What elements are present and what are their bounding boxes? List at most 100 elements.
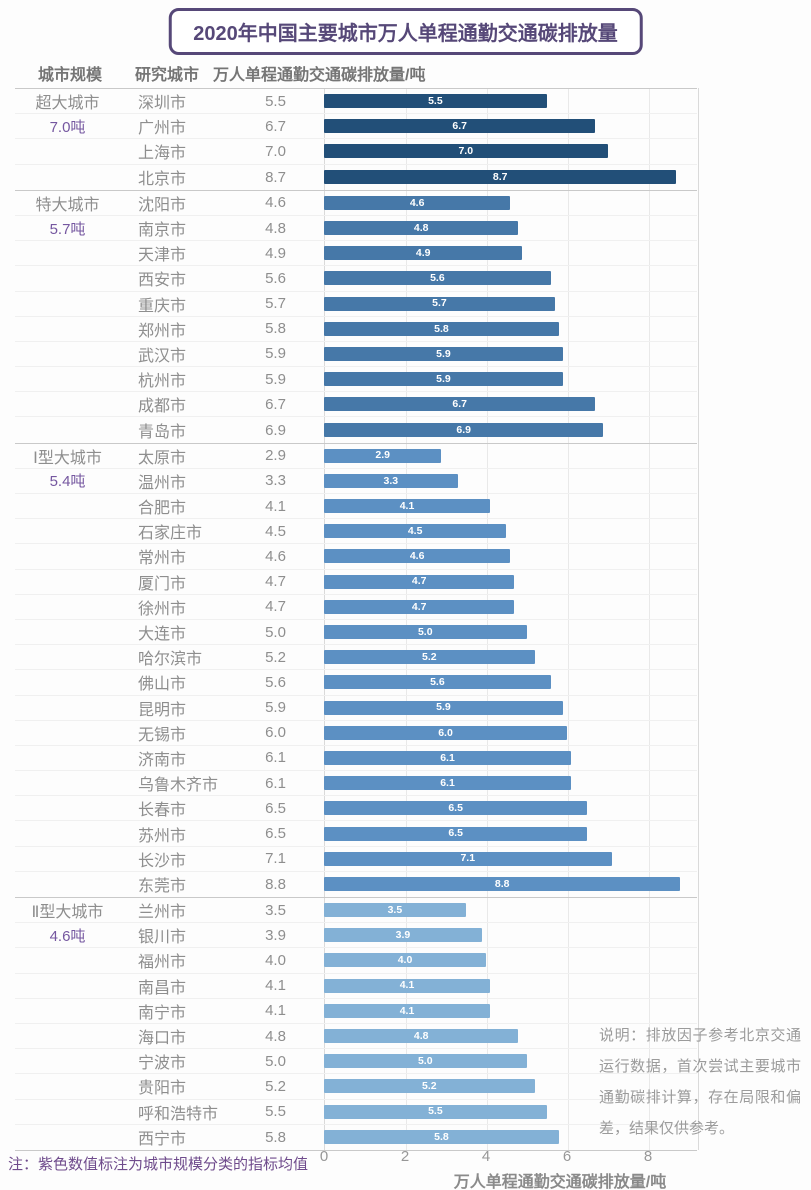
bar-cell: 6.1 — [321, 771, 697, 795]
table-row: 4.6吨 银川市 3.9 3.9 — [15, 923, 697, 949]
bar-value-label: 4.5 — [407, 525, 423, 538]
bar-cell: 6.7 — [321, 392, 697, 416]
emission-bar: 4.1 — [324, 499, 491, 514]
bar-cell: 5.0 — [321, 620, 697, 644]
emission-bar: 6.1 — [324, 776, 572, 791]
city-value: 5.7 — [265, 295, 286, 313]
emission-bar: 4.8 — [324, 221, 519, 236]
bar-value-label: 5.6 — [430, 272, 445, 285]
bar-value-label: 3.3 — [383, 474, 399, 487]
city-label: 重庆市 — [138, 297, 187, 315]
bar-cell: 4.7 — [321, 570, 697, 594]
emission-bar: 4.0 — [324, 953, 486, 968]
bar-value-label: 6.0 — [438, 726, 453, 739]
city-label: 呼和浩特市 — [138, 1105, 219, 1123]
city-value: 4.7 — [265, 573, 286, 591]
city-value: 5.9 — [265, 370, 286, 388]
bar-value-label: 6.5 — [448, 802, 463, 815]
bar-cell: 2.9 — [321, 444, 697, 468]
table-row: 郑州市 5.8 5.8 — [15, 317, 697, 342]
city-label: 太原市 — [138, 449, 187, 467]
bar-cell: 6.9 — [321, 417, 697, 442]
city-label: 徐州市 — [138, 600, 187, 618]
city-value: 4.1 — [265, 977, 286, 995]
bar-value-label: 5.9 — [436, 701, 451, 714]
emission-bar: 3.3 — [324, 473, 458, 488]
table-row: 天津市 4.9 4.9 — [15, 241, 697, 267]
city-value: 4.8 — [265, 219, 286, 237]
table-row: 南昌市 4.1 4.1 — [15, 974, 697, 999]
city-label: 乌鲁木齐市 — [138, 777, 219, 795]
group-scale-label: 特大城市 — [35, 196, 100, 214]
table-row: 5.4吨 温州市 3.3 3.3 — [15, 469, 697, 494]
city-value: 5.8 — [265, 320, 286, 338]
emission-bar: 5.6 — [324, 271, 551, 286]
bar-value-label: 5.9 — [436, 347, 451, 360]
bar-cell: 5.6 — [321, 266, 697, 290]
group-mean-value: 5.4吨 — [49, 473, 86, 491]
city-value: 4.6 — [265, 194, 286, 212]
city-label: 福州市 — [138, 954, 187, 972]
city-label: 银川市 — [138, 929, 187, 947]
bar-value-label: 5.9 — [436, 372, 451, 385]
bar-cell: 6.0 — [321, 721, 697, 745]
city-value: 6.7 — [265, 117, 286, 135]
city-label: 南昌市 — [138, 979, 187, 997]
city-value: 6.1 — [265, 749, 286, 767]
bar-value-label: 5.5 — [428, 1105, 443, 1118]
bar-cell: 4.0 — [321, 948, 697, 972]
table-row: 呼和浩特市 5.5 5.5 — [15, 1100, 697, 1125]
emission-bar: 4.6 — [324, 549, 511, 564]
emission-bar: 5.5 — [324, 1104, 547, 1119]
emission-bar: 6.9 — [324, 423, 604, 438]
city-label: 南京市 — [138, 222, 187, 240]
table-row: Ⅱ型大城市 兰州市 3.5 3.5 — [15, 898, 697, 924]
city-value: 5.5 — [265, 1103, 286, 1121]
city-value: 3.9 — [265, 926, 286, 944]
city-value: 2.9 — [265, 447, 286, 465]
emission-bar: 4.7 — [324, 574, 515, 589]
group-scale-label: 超大城市 — [35, 95, 100, 113]
table-row: 上海市 7.0 7.0 — [15, 139, 697, 165]
city-label: 苏州市 — [138, 827, 187, 845]
city-label: 厦门市 — [138, 575, 187, 593]
city-size-group: 超大城市 深圳市 5.5 5.5 7.0吨 广州市 6.7 6.7 上海市 7.0 7.0 北京市 8.… — [15, 88, 697, 190]
city-size-group: Ⅰ型大城市 太原市 2.9 2.9 5.4吨 温州市 3.3 3.3 合肥市 4.1 4.1 石家庄市… — [15, 442, 697, 897]
table-row: 特大城市 沈阳市 4.6 4.6 — [15, 191, 697, 216]
emission-bar: 5.9 — [324, 346, 563, 361]
bar-value-label: 5.5 — [428, 94, 443, 107]
emission-bar: 4.1 — [324, 1003, 491, 1018]
city-label: 广州市 — [138, 120, 187, 138]
bar-cell: 5.2 — [321, 1074, 697, 1098]
bar-cell: 6.5 — [321, 796, 697, 820]
header-city-scale: 城市规模 — [38, 67, 103, 84]
city-value: 6.5 — [265, 825, 286, 843]
bar-cell: 5.7 — [321, 292, 697, 316]
emission-bar: 5.8 — [324, 321, 559, 336]
bar-value-label: 4.6 — [409, 196, 425, 209]
city-value: 4.8 — [265, 1027, 286, 1045]
city-label: 海口市 — [138, 1030, 187, 1048]
bar-cell: 6.1 — [321, 746, 697, 770]
city-value: 5.0 — [265, 1052, 286, 1070]
bar-cell: 4.6 — [321, 191, 697, 215]
emission-bar: 4.5 — [324, 524, 507, 539]
bar-value-label: 7.0 — [458, 145, 474, 158]
bar-cell: 4.5 — [321, 519, 697, 543]
table-row: 北京市 8.7 8.7 — [15, 165, 697, 190]
emission-bar: 5.8 — [324, 1130, 559, 1145]
city-value: 5.9 — [265, 699, 286, 717]
bar-value-label: 4.6 — [409, 550, 425, 563]
emission-bar: 7.1 — [324, 851, 612, 866]
city-label: 无锡市 — [138, 726, 187, 744]
bar-value-label: 6.7 — [452, 120, 467, 133]
emission-bar: 5.2 — [324, 650, 535, 665]
bar-value-label: 5.6 — [430, 676, 445, 689]
emission-bar: 5.7 — [324, 296, 555, 311]
table-row: 宁波市 5.0 5.0 — [15, 1049, 697, 1075]
group-mean-value: 7.0吨 — [49, 118, 86, 136]
table-row: Ⅰ型大城市 太原市 2.9 2.9 — [15, 444, 697, 469]
city-label: 南宁市 — [138, 1004, 187, 1022]
table-row: 贵阳市 5.2 5.2 — [15, 1074, 697, 1100]
column-headers: 城市规模 研究城市 万人单程通勤交通碳排放量/吨 — [0, 61, 811, 85]
